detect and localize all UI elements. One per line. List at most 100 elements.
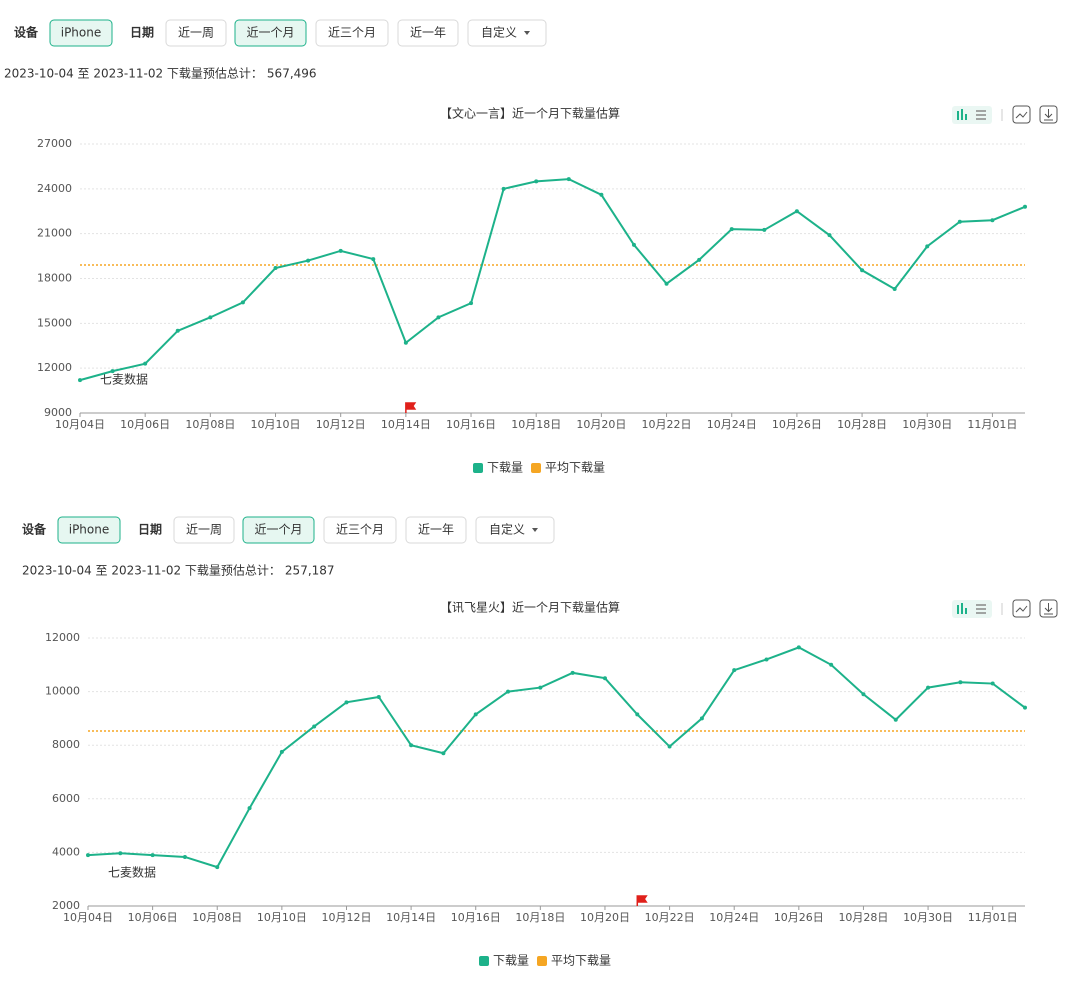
date-button-label: 近一个月 <box>254 523 302 537</box>
dropdown-arrow <box>524 31 530 35</box>
event-flag <box>636 895 648 906</box>
date-button-label: 自定义 <box>489 522 525 537</box>
legend-label: 下载量 <box>487 461 523 475</box>
y-tick-label: 18000 <box>37 272 72 285</box>
date-button-label: 自定义 <box>481 25 517 40</box>
data-point <box>566 177 571 182</box>
data-point <box>631 242 636 247</box>
data-point <box>473 712 478 717</box>
data-point <box>376 694 381 699</box>
date-button[interactable] <box>234 19 307 47</box>
date-button[interactable] <box>405 516 467 544</box>
legend-swatch <box>531 463 541 473</box>
data-point <box>732 668 737 673</box>
data-point <box>729 227 734 232</box>
download-icon <box>1044 109 1053 121</box>
data-point <box>925 244 930 249</box>
device-button[interactable] <box>49 19 113 47</box>
date-button[interactable] <box>242 516 315 544</box>
x-tick-label: 10月14日 <box>386 911 436 924</box>
image-icon <box>1015 111 1028 119</box>
x-tick-label: 10月16日 <box>451 911 501 924</box>
image-button[interactable] <box>1012 105 1031 124</box>
watermark: 七麦数据 <box>100 372 148 387</box>
data-point <box>143 361 148 366</box>
legend-swatch <box>537 956 547 966</box>
chart-title: 【讯飞星火】近一个月下载量估算 <box>440 600 620 615</box>
image-button[interactable] <box>1012 599 1031 618</box>
x-tick-label: 10月08日 <box>185 418 235 431</box>
data-point <box>409 743 414 748</box>
data-point <box>957 219 962 224</box>
date-button[interactable] <box>467 19 547 47</box>
x-tick-label: 10月08日 <box>192 911 242 924</box>
data-point <box>860 268 865 273</box>
x-tick-label: 10月10日 <box>257 911 307 924</box>
data-point <box>469 301 474 306</box>
x-tick-label: 11月01日 <box>968 911 1018 924</box>
data-point <box>635 712 640 717</box>
x-tick-label: 10月14日 <box>381 418 431 431</box>
y-tick-label: 10000 <box>45 685 80 698</box>
x-tick-label: 10月26日 <box>774 911 824 924</box>
y-tick-label: 12000 <box>45 631 80 644</box>
dropdown-arrow <box>532 528 538 532</box>
date-button-label: 近三个月 <box>328 26 376 40</box>
device-button[interactable] <box>57 516 121 544</box>
data-point <box>175 328 180 333</box>
data-point <box>501 186 506 191</box>
data-point <box>794 209 799 214</box>
watermark: 七麦数据 <box>108 865 156 880</box>
x-tick-label: 10月24日 <box>709 911 759 924</box>
y-tick-label: 8000 <box>52 738 80 751</box>
date-button[interactable] <box>315 19 389 47</box>
x-tick-label: 10月16日 <box>446 418 496 431</box>
download-button[interactable] <box>1039 105 1058 124</box>
date-label: 日期 <box>130 25 154 40</box>
download-icon <box>1044 603 1053 615</box>
y-tick-label: 24000 <box>37 182 72 195</box>
x-tick-label: 10月30日 <box>903 911 953 924</box>
legend-label: 平均下载量 <box>545 461 605 475</box>
date-button[interactable] <box>323 516 397 544</box>
x-tick-label: 10月04日 <box>63 911 113 924</box>
x-tick-label: 10月18日 <box>515 911 565 924</box>
data-point <box>506 689 511 694</box>
y-tick-label: 4000 <box>52 845 80 858</box>
data-point <box>764 657 769 662</box>
date-button[interactable] <box>165 19 227 47</box>
series-line <box>87 646 1026 869</box>
y-tick-label: 6000 <box>52 792 80 805</box>
x-tick-label: 10月24日 <box>707 418 757 431</box>
data-point <box>796 645 801 650</box>
date-button[interactable] <box>397 19 459 47</box>
data-point <box>602 676 607 681</box>
date-button[interactable] <box>173 516 235 544</box>
data-point <box>436 315 441 320</box>
y-tick-label: 27000 <box>37 137 72 150</box>
data-point <box>110 369 115 374</box>
x-tick-label: 10月30日 <box>902 418 952 431</box>
legend-label: 平均下载量 <box>551 954 611 968</box>
data-point <box>534 179 539 184</box>
x-tick-label: 10月22日 <box>642 418 692 431</box>
data-point <box>893 717 898 722</box>
date-button-label: 近三个月 <box>336 523 384 537</box>
data-point <box>667 744 672 749</box>
x-tick-label: 10月10日 <box>251 418 301 431</box>
data-point <box>699 716 704 721</box>
data-point <box>827 233 832 238</box>
data-point <box>279 749 284 754</box>
image-icon <box>1015 605 1028 613</box>
download-button[interactable] <box>1039 599 1058 618</box>
data-point <box>1023 705 1027 710</box>
date-button[interactable] <box>475 516 555 544</box>
device-label: 设备 <box>14 25 39 40</box>
summary-range: 2023-10-04 至 2023-11-02 下载量预估总计： <box>22 564 281 578</box>
summary-total: 567,496 <box>267 67 317 81</box>
legend-swatch <box>473 463 483 473</box>
data-point <box>926 685 931 690</box>
y-tick-label: 21000 <box>37 227 72 240</box>
data-point <box>240 300 245 305</box>
